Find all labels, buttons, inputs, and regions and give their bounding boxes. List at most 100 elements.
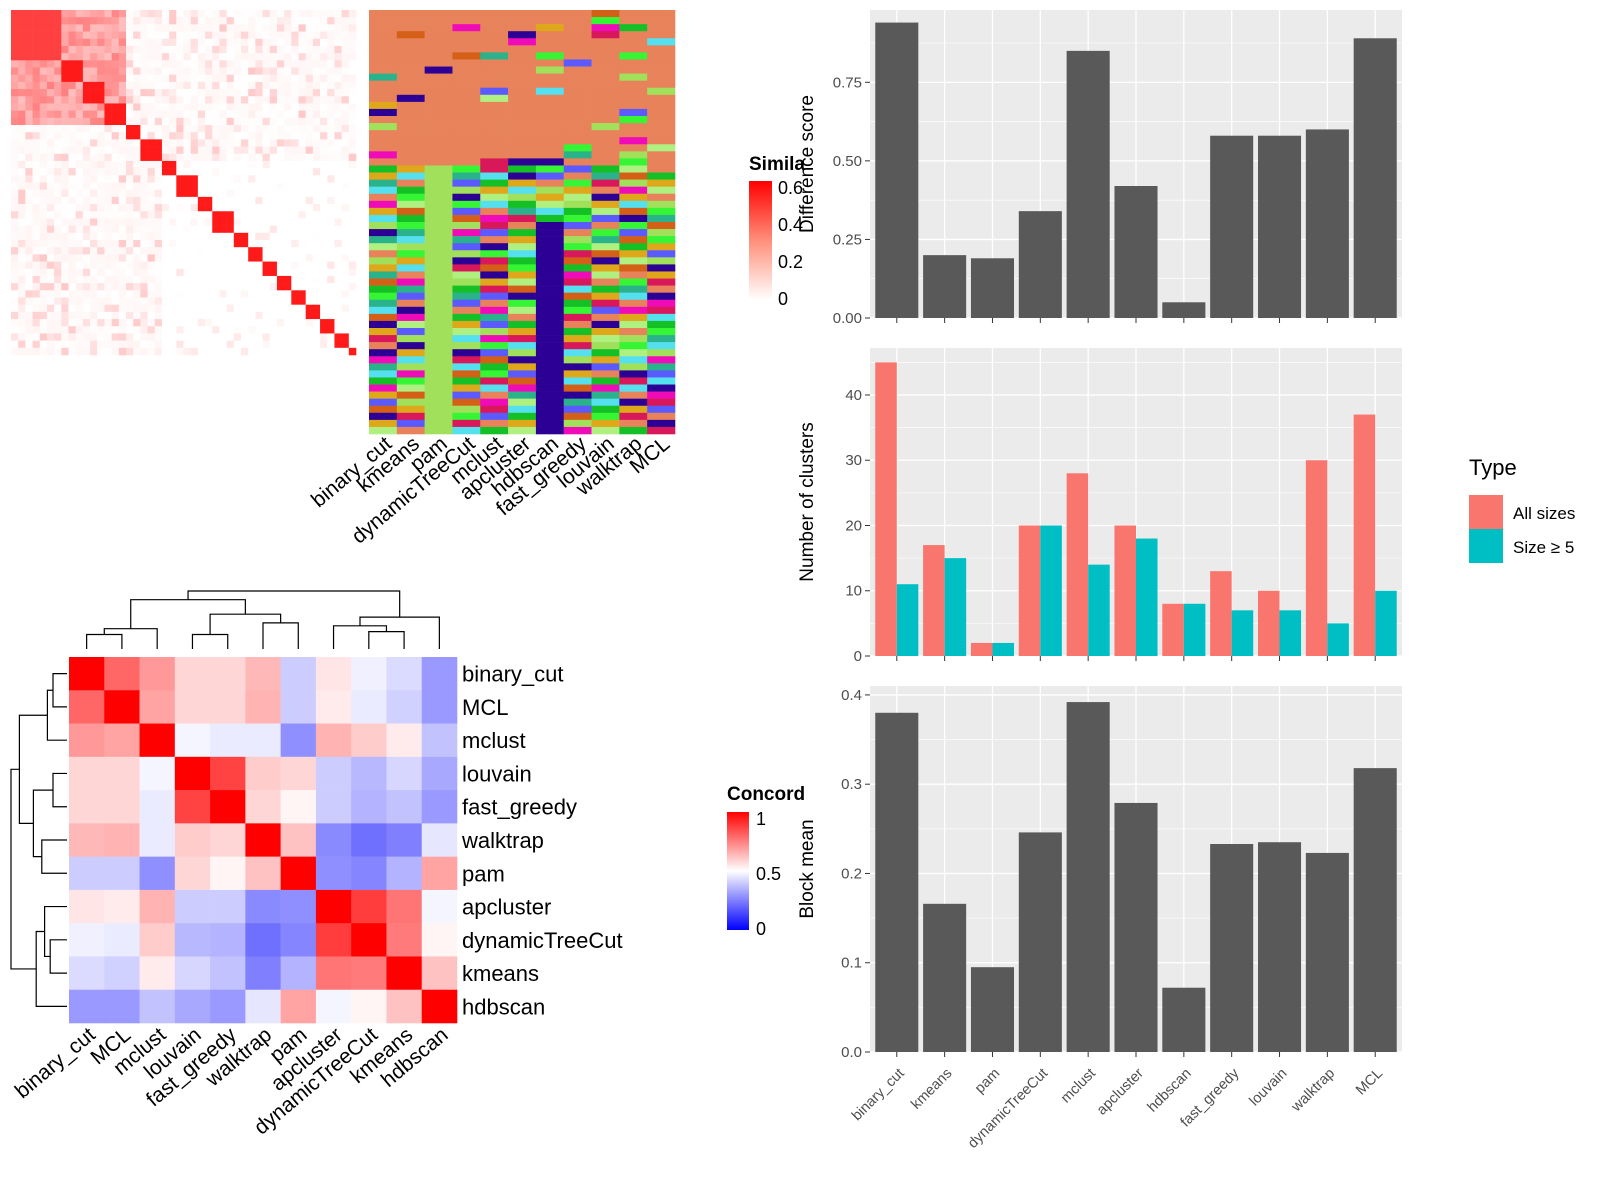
similarity-cell	[312, 340, 321, 349]
x-tick-label: hdbscan	[1145, 1066, 1195, 1116]
similarity-cell	[305, 283, 314, 291]
similarity-cell	[161, 211, 170, 219]
similarity-cell	[25, 204, 33, 212]
membership-cell	[480, 24, 509, 32]
similarity-cell	[32, 189, 41, 198]
similarity-cell	[327, 160, 335, 169]
concordance-cell	[421, 823, 458, 857]
similarity-cell	[276, 81, 285, 90]
similarity-cell	[161, 10, 170, 18]
membership-cell	[369, 299, 398, 308]
similarity-cell	[46, 74, 55, 83]
similarity-cell	[226, 168, 235, 176]
similarity-cell	[154, 283, 163, 291]
similarity-cell	[147, 261, 156, 270]
similarity-cell	[90, 81, 98, 90]
similarity-cell	[126, 247, 134, 255]
membership-cell	[369, 52, 398, 60]
membership-cell	[591, 193, 620, 202]
membership-cell	[563, 31, 592, 39]
concordance-cell	[174, 657, 211, 691]
similarity-cell	[147, 96, 156, 104]
similarity-cell	[298, 311, 306, 320]
membership-cell	[424, 87, 453, 96]
similarity-cell	[75, 10, 84, 18]
similarity-cell	[147, 347, 156, 356]
similarity-cell	[39, 125, 48, 133]
similarity-cell	[32, 125, 41, 133]
similarity-cell	[11, 89, 19, 97]
membership-cell	[563, 328, 592, 336]
similarity-cell	[140, 290, 148, 298]
y-axis-title: Difference score	[797, 95, 818, 233]
similarity-cell	[126, 196, 134, 205]
similarity-cell	[111, 160, 120, 169]
similarity-cell	[262, 45, 271, 54]
similarity-cell	[327, 297, 335, 305]
similarity-cell	[327, 283, 335, 291]
concordance-cell	[351, 756, 387, 791]
membership-cell	[424, 31, 453, 39]
similarity-cell	[284, 160, 292, 169]
membership-cell	[647, 384, 676, 392]
similarity-cell	[190, 160, 199, 169]
similarity-cell	[54, 211, 62, 219]
similarity-cell	[248, 196, 256, 205]
similarity-cell	[291, 45, 299, 54]
similarity-cell	[219, 125, 227, 133]
membership-cell	[535, 73, 565, 81]
membership-cell	[619, 306, 648, 315]
similarity-cell	[212, 60, 220, 68]
similarity-cell	[320, 240, 328, 248]
similarity-cell	[25, 283, 33, 291]
similarity-cell	[75, 17, 84, 25]
similarity-cell	[82, 297, 91, 305]
similarity-cell	[169, 160, 177, 169]
similarity-cell	[298, 24, 306, 32]
similarity-cell	[61, 81, 69, 90]
similarity-cell	[104, 283, 112, 291]
similarity-cell	[32, 204, 41, 212]
similarity-cell	[183, 304, 191, 313]
membership-cell	[369, 328, 398, 336]
similarity-cell	[97, 326, 105, 334]
membership-cell	[369, 257, 398, 265]
concordance-cell	[245, 989, 281, 1024]
similarity-cell	[111, 211, 120, 219]
similarity-cell	[320, 175, 328, 183]
membership-cell	[369, 165, 398, 173]
similarity-cell	[269, 168, 278, 176]
membership-cell	[452, 200, 481, 209]
similarity-cell	[348, 31, 357, 40]
membership-cell	[535, 229, 565, 237]
membership-cell	[619, 207, 648, 216]
membership-cell	[452, 257, 481, 265]
similarity-cell	[190, 326, 199, 334]
similarity-cell	[255, 290, 263, 298]
similarity-cell	[269, 146, 278, 155]
similarity-cell	[25, 10, 33, 18]
similarity-cell	[61, 319, 69, 327]
membership-cell	[396, 398, 425, 407]
similarity-cell	[11, 132, 19, 140]
similarity-cell	[61, 74, 69, 83]
similarity-cell	[104, 81, 112, 90]
similarity-cell	[262, 196, 271, 205]
membership-cell	[424, 356, 453, 364]
membership-cell	[563, 236, 592, 244]
similarity-cell	[176, 218, 184, 226]
similarity-cell	[305, 247, 314, 255]
bar	[1257, 135, 1302, 318]
membership-cell	[535, 328, 565, 336]
similarity-cell	[161, 261, 170, 270]
similarity-cell	[176, 146, 184, 155]
similarity-cell	[61, 24, 69, 32]
membership-cell	[591, 137, 620, 145]
similarity-cell	[248, 153, 256, 162]
similarity-cell	[291, 160, 299, 169]
membership-cell	[563, 229, 592, 237]
membership-cell	[535, 200, 565, 209]
similarity-cell	[197, 132, 206, 140]
membership-cell	[369, 73, 398, 81]
similarity-cell	[226, 10, 235, 18]
